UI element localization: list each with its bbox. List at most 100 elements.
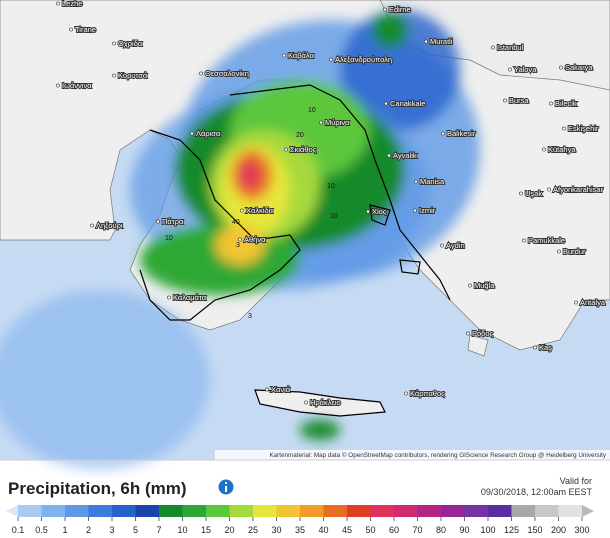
city-label: Bursa <box>509 96 529 105</box>
city-label: Χαλκίδα <box>246 206 274 215</box>
scale-swatch <box>41 505 65 517</box>
city-dot <box>559 65 563 70</box>
city-label: Antalya <box>580 298 606 307</box>
city-dot <box>90 223 94 228</box>
contour-label: 3 <box>248 313 252 320</box>
scale-swatch <box>182 505 206 517</box>
city-label: Πάτρα <box>162 217 184 226</box>
city-dot <box>265 387 269 392</box>
city-dot <box>383 7 387 12</box>
city-dot <box>167 295 171 300</box>
city-dot <box>466 331 470 336</box>
contour-label: 20 <box>296 132 304 139</box>
city-dot <box>533 345 537 350</box>
city-dot <box>238 237 242 242</box>
scale-tick-label: 70 <box>412 525 422 535</box>
city-label: Κάρπαθος <box>410 389 445 398</box>
scale-swatch <box>276 505 300 517</box>
scale-tick-label: 15 <box>201 525 211 535</box>
city-label: Ayvalik <box>393 151 417 160</box>
scale-swatch <box>112 505 136 517</box>
city-dot <box>240 208 244 213</box>
scale-tick-label: 45 <box>342 525 352 535</box>
city-label: Sakarya <box>565 63 593 72</box>
city-label: Κορυτσά <box>118 71 148 80</box>
city-dot <box>547 187 551 192</box>
info-icon[interactable] <box>218 479 234 495</box>
city-labels: Lezhe Tirane Οχρίδα Κορυτσά Ιωάννινα Θεσσαλον… <box>56 0 607 408</box>
city-label: Canakkale <box>390 99 425 108</box>
scale-tick-label: 60 <box>389 525 399 535</box>
city-label: Uşak <box>525 189 542 198</box>
city-label: Edirne <box>389 5 411 14</box>
city-dot <box>519 191 523 196</box>
city-label: Kaş <box>539 343 552 352</box>
city-label: Lezhe <box>62 0 82 8</box>
scale-swatch <box>159 505 183 517</box>
scale-tick-label: 0.5 <box>35 525 48 535</box>
city-label: Καλαμάτα <box>173 293 207 302</box>
city-label: Pamukkale <box>528 236 565 245</box>
city-dot <box>199 71 203 76</box>
city-label: Καβάλα <box>288 51 315 60</box>
city-label: Manisa <box>420 177 445 186</box>
city-label: Eskişehir <box>568 124 599 133</box>
scale-swatch <box>323 505 347 517</box>
city-dot <box>503 98 507 103</box>
city-dot <box>508 67 512 72</box>
city-dot <box>384 101 388 106</box>
scale-tick-label: 125 <box>504 525 519 535</box>
scale-swatch <box>135 505 159 517</box>
scale-tick-label: 30 <box>271 525 281 535</box>
precipitation-field <box>0 10 480 470</box>
city-label: Ηράκλειο <box>310 398 341 407</box>
coastlines <box>139 84 451 417</box>
scale-tick-label: 0.1 <box>12 525 25 535</box>
city-dot <box>190 131 194 136</box>
city-dot <box>284 147 288 152</box>
scale-tick-label: 50 <box>365 525 375 535</box>
city-label: Burdur <box>563 247 586 256</box>
color-scale: 0.1 0.5 1 2 3 5 7 10 15 20 25 30 35 40 45 50 60 70 80 90 100… <box>6 505 594 535</box>
scale-tick-label: 25 <box>248 525 258 535</box>
city-label: Afyonkarahisar <box>553 185 604 194</box>
city-dot <box>557 249 561 254</box>
city-label: Θεσσαλονίκη <box>205 69 249 78</box>
city-dot <box>112 41 116 46</box>
scale-above <box>582 505 594 517</box>
city-dot <box>542 147 546 152</box>
city-dot <box>304 400 308 405</box>
scale-tick-label: 1 <box>62 525 67 535</box>
scale-swatch <box>65 505 89 517</box>
scale-tick-label: 5 <box>133 525 138 535</box>
city-label: Istanbul <box>497 43 524 52</box>
scale-swatch <box>441 505 465 517</box>
city-label: Ιωάννινα <box>62 81 92 90</box>
valid-time: 09/30/2018, 12:00am EEST <box>481 487 593 497</box>
city-dot <box>156 219 160 224</box>
city-dot <box>56 1 60 6</box>
city-label: Muğla <box>474 281 495 290</box>
city-label: Οχρίδα <box>118 39 143 48</box>
contour-label: 40 <box>232 219 240 226</box>
city-label: Muratli <box>430 37 453 46</box>
scale-swatch <box>511 505 535 517</box>
scale-tick-label: 3 <box>109 525 114 535</box>
contour-labels: 10 20 10 40 10 3 10 3 <box>165 107 338 320</box>
city-dot <box>468 283 472 288</box>
city-dot <box>424 39 428 44</box>
scale-tick-label: 35 <box>295 525 305 535</box>
scale-tick-label: 80 <box>436 525 446 535</box>
city-dot <box>413 208 417 213</box>
city-label: Λάρισα <box>196 129 221 138</box>
city-label: Ρόδος <box>472 329 494 338</box>
contour-label: 10 <box>308 107 316 114</box>
city-label: Izmir <box>419 206 436 215</box>
city-dot <box>562 126 566 131</box>
city-dot <box>404 391 408 396</box>
scale-swatch <box>488 505 512 517</box>
scale-swatch <box>229 505 253 517</box>
city-dot <box>440 243 444 248</box>
scale-swatch <box>206 505 230 517</box>
